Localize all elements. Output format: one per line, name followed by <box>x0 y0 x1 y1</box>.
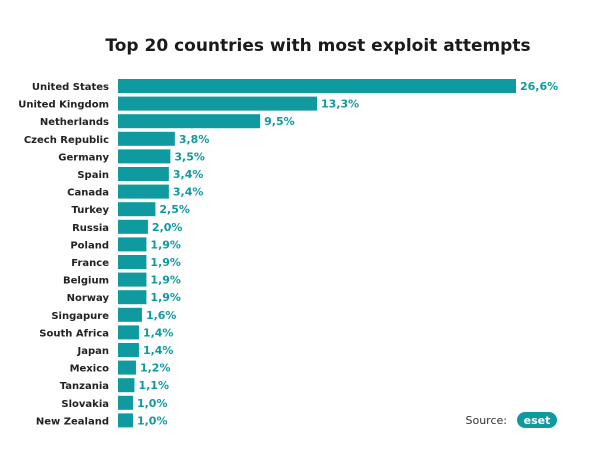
bar <box>118 325 139 340</box>
bar <box>118 307 142 322</box>
category-label: United Kingdom <box>18 100 109 111</box>
bar <box>118 290 147 305</box>
category-label: Tanzania <box>60 381 109 392</box>
value-label: 26,6% <box>520 80 558 93</box>
source-label: Source: <box>466 414 508 427</box>
value-label: 13,3% <box>321 98 359 111</box>
value-label: 1,9% <box>150 256 181 269</box>
eset-logo-text: eset <box>524 414 551 427</box>
category-label: Czech Republic <box>24 135 109 146</box>
value-label: 3,4% <box>173 186 204 199</box>
category-label: Belgium <box>63 276 109 287</box>
eset-logo: eset <box>517 412 557 428</box>
value-label: 3,5% <box>174 150 205 163</box>
category-label: Norway <box>67 293 110 304</box>
category-label: Germany <box>58 152 109 163</box>
value-label: 1,4% <box>143 326 174 339</box>
category-label: Russia <box>72 223 109 234</box>
bar <box>118 360 136 375</box>
value-label: 2,5% <box>159 203 190 216</box>
bar <box>118 343 139 357</box>
category-label: Singapure <box>51 311 109 322</box>
category-label: United States <box>32 82 109 93</box>
bar <box>118 237 147 252</box>
category-label: Spain <box>77 170 109 181</box>
value-label: 1,0% <box>137 397 168 410</box>
value-label: 1,9% <box>150 274 181 287</box>
value-label: 2,0% <box>152 221 183 234</box>
value-label: 1,0% <box>137 414 168 427</box>
bar <box>118 184 169 199</box>
category-label: France <box>71 258 109 269</box>
category-label: New Zealand <box>36 416 109 427</box>
value-label: 1,1% <box>138 379 169 392</box>
value-label: 3,4% <box>173 168 204 181</box>
bar <box>118 114 261 129</box>
bar <box>118 378 135 393</box>
bar <box>118 79 516 93</box>
category-label: Mexico <box>70 364 110 375</box>
value-label: 9,5% <box>264 115 295 128</box>
bar <box>118 202 156 217</box>
value-label: 1,9% <box>150 238 181 251</box>
bar <box>118 255 147 269</box>
category-label: Japan <box>77 346 110 357</box>
bar <box>118 131 175 146</box>
value-label: 1,6% <box>146 309 177 322</box>
category-label: Poland <box>70 240 109 251</box>
value-label: 3,8% <box>179 133 210 146</box>
source-credit: Source: eset <box>466 412 557 428</box>
eset-logo-badge <box>517 412 557 428</box>
bar <box>118 272 147 287</box>
value-label: 1,9% <box>150 291 181 304</box>
bar <box>118 413 133 428</box>
category-label: South Africa <box>39 328 109 339</box>
bar <box>118 395 133 410</box>
bar <box>118 149 171 164</box>
category-label: Canada <box>67 188 109 199</box>
value-label: 1,2% <box>140 362 171 375</box>
bar <box>118 96 317 111</box>
value-label: 1,4% <box>143 344 174 357</box>
category-label: Slovakia <box>61 399 109 410</box>
chart-title: Top 20 countries with most exploit attem… <box>105 36 530 56</box>
bar <box>118 167 169 181</box>
category-label: Turkey <box>72 205 110 216</box>
category-label: Netherlands <box>40 117 109 128</box>
bar <box>118 219 148 234</box>
bars-group: United States 26,6% United Kingdom 13,3% Net… <box>18 79 558 428</box>
